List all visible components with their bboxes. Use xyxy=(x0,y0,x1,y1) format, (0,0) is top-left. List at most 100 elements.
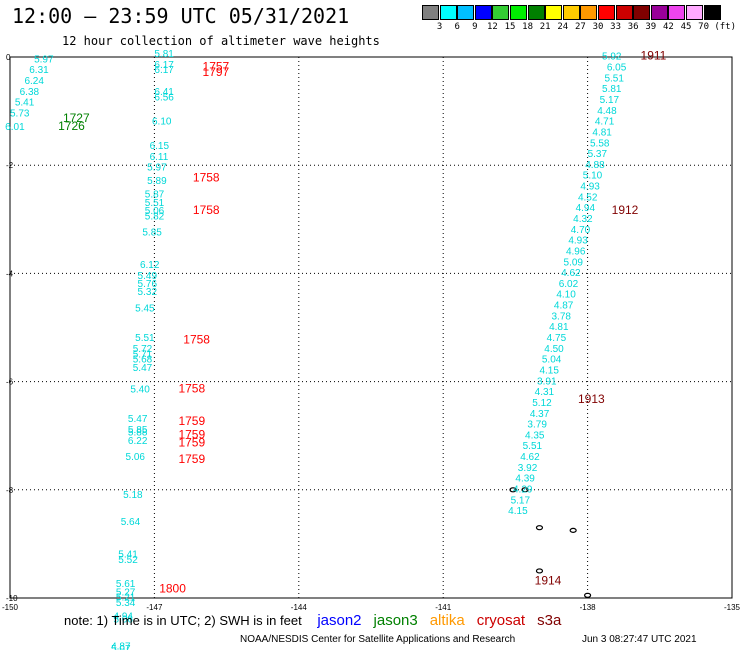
wave-height-value: 6.01 xyxy=(5,122,25,133)
pass-time-label: 1912 xyxy=(612,203,639,217)
legend-label: 42 xyxy=(662,22,674,32)
wave-height-value: 5.34 xyxy=(116,598,136,609)
wave-height-value: 4.62 xyxy=(561,268,581,279)
wave-height-value: 4.87 xyxy=(111,641,131,650)
wave-height-value: 5.51 xyxy=(523,441,543,452)
wave-height-value: 5.71 xyxy=(133,349,153,360)
wave-height-value: 6.56 xyxy=(154,92,174,103)
wave-height-value: 5.17 xyxy=(511,495,531,506)
island-outline xyxy=(535,568,544,574)
legend-swatch xyxy=(562,5,580,20)
legend-swatch xyxy=(633,5,651,20)
wave-height-value: 3.92 xyxy=(518,463,538,474)
x-tick-label: -150 xyxy=(2,603,19,612)
legend-label: 3 xyxy=(436,22,443,32)
wave-height-value: 4.87 xyxy=(554,301,574,312)
wave-height-value: 6.24 xyxy=(24,76,44,87)
note-text: note: 1) Time is in UTC; 2) SWH is in fe… xyxy=(64,613,302,628)
wave-height-value: 5.89 xyxy=(147,176,167,187)
wave-height-value: 4.52 xyxy=(578,192,598,203)
wave-height-value: 5.18 xyxy=(123,490,143,501)
wave-height-value: 6.17 xyxy=(154,65,174,76)
y-tick-label: -8 xyxy=(6,486,14,495)
legend-swatch xyxy=(492,5,510,20)
legend-label: 70 xyxy=(698,22,710,32)
y-tick-label: -10 xyxy=(6,594,18,603)
legend-swatch xyxy=(598,5,615,20)
island-outline xyxy=(535,525,544,531)
y-tick-label: -2 xyxy=(6,161,14,170)
wave-height-value: 4.93 xyxy=(568,236,588,247)
legend-label: 12 xyxy=(486,22,498,32)
wave-height-value: 4.71 xyxy=(595,117,615,128)
wave-height-value: 5.81 xyxy=(154,49,174,60)
wave-height-value: 4.32 xyxy=(573,214,593,225)
wave-height-value: 5.41 xyxy=(118,549,138,560)
wave-height-value: 5.47 xyxy=(133,363,153,374)
map-subtitle: 12 hour collection of altimeter wave hei… xyxy=(62,34,380,48)
satellite-jason3: jason3 xyxy=(373,612,418,629)
wave-height-value: 5.10 xyxy=(583,171,603,182)
wave-height-value: 5.85 xyxy=(142,228,162,239)
y-tick-label: 0 xyxy=(6,53,11,62)
legend-swatch xyxy=(527,5,545,20)
wave-height-value: 5.51 xyxy=(604,73,624,84)
legend-label: 27 xyxy=(574,22,586,32)
wave-height-value: 5.51 xyxy=(145,198,165,209)
x-tick-label: -135 xyxy=(724,603,740,612)
legend-swatch xyxy=(615,5,633,20)
wave-height-value: 5.06 xyxy=(145,206,165,217)
x-tick-label: -147 xyxy=(146,603,163,612)
wave-height-value: 6.15 xyxy=(150,141,170,152)
legend-swatch xyxy=(686,5,703,20)
pass-time-label: 1757 xyxy=(203,60,230,74)
pass-time-label: 1759 xyxy=(178,427,205,441)
legend-label: 45 xyxy=(680,22,692,32)
wave-height-value: 4.75 xyxy=(547,333,567,344)
pass-time-label: 1911 xyxy=(641,49,667,63)
wave-height-value: 4.81 xyxy=(592,127,612,138)
legend-swatch xyxy=(439,5,457,20)
wave-height-value: 5.88 xyxy=(128,428,148,439)
y-tick-label: -6 xyxy=(6,378,14,387)
wave-height-value: 4.15 xyxy=(508,506,528,517)
wave-height-value: 4.29 xyxy=(513,485,533,496)
wave-height-value: 5.06 xyxy=(113,614,133,625)
wave-height-value: 6.10 xyxy=(152,117,172,128)
wave-height-value: 5.82 xyxy=(145,211,165,222)
wave-height-value: 5.72 xyxy=(133,344,153,355)
pass-time-label: 1913 xyxy=(578,392,605,406)
satellite-s3a: s3a xyxy=(537,612,562,629)
wave-height-value: 5.87 xyxy=(145,190,165,201)
wave-height-value: 5.64 xyxy=(121,517,141,528)
legend-label: 39 xyxy=(645,22,657,32)
wave-height-value: 4.50 xyxy=(544,344,564,355)
wave-height-value: 5.37 xyxy=(588,149,608,160)
pass-time-label: 1797 xyxy=(203,65,230,79)
wave-height-value: 4.37 xyxy=(530,409,550,420)
x-tick-label: -144 xyxy=(291,603,308,612)
legend-label: 18 xyxy=(522,22,534,32)
x-tick-label: -138 xyxy=(580,603,597,612)
wave-height-value: 4.88 xyxy=(585,160,605,171)
legend-swatch xyxy=(703,5,721,20)
legend-unit: (ft) xyxy=(714,22,737,32)
wave-height-value: 6.11 xyxy=(150,152,169,163)
legend-label: 33 xyxy=(610,22,622,32)
legend-label: 21 xyxy=(539,22,551,32)
pass-time-label: 1758 xyxy=(178,381,205,395)
wave-height-value: 5.21 xyxy=(116,593,136,604)
pass-time-label: 1759 xyxy=(178,452,205,466)
legend-swatch xyxy=(650,5,668,20)
wave-height-value: 6.02 xyxy=(559,279,579,290)
satellite-cryosat: cryosat xyxy=(476,612,526,629)
wave-height-value: 6.38 xyxy=(20,87,40,98)
legend-label: 24 xyxy=(557,22,569,32)
wave-height-value: 5.51 xyxy=(135,333,155,344)
pass-time-label: 1758 xyxy=(193,170,220,184)
wave-height-value: 6.31 xyxy=(29,65,49,76)
wave-height-value: 5.61 xyxy=(116,579,136,590)
wave-height-value: 5.09 xyxy=(564,257,584,268)
wave-height-value: 6.17 xyxy=(154,60,174,71)
